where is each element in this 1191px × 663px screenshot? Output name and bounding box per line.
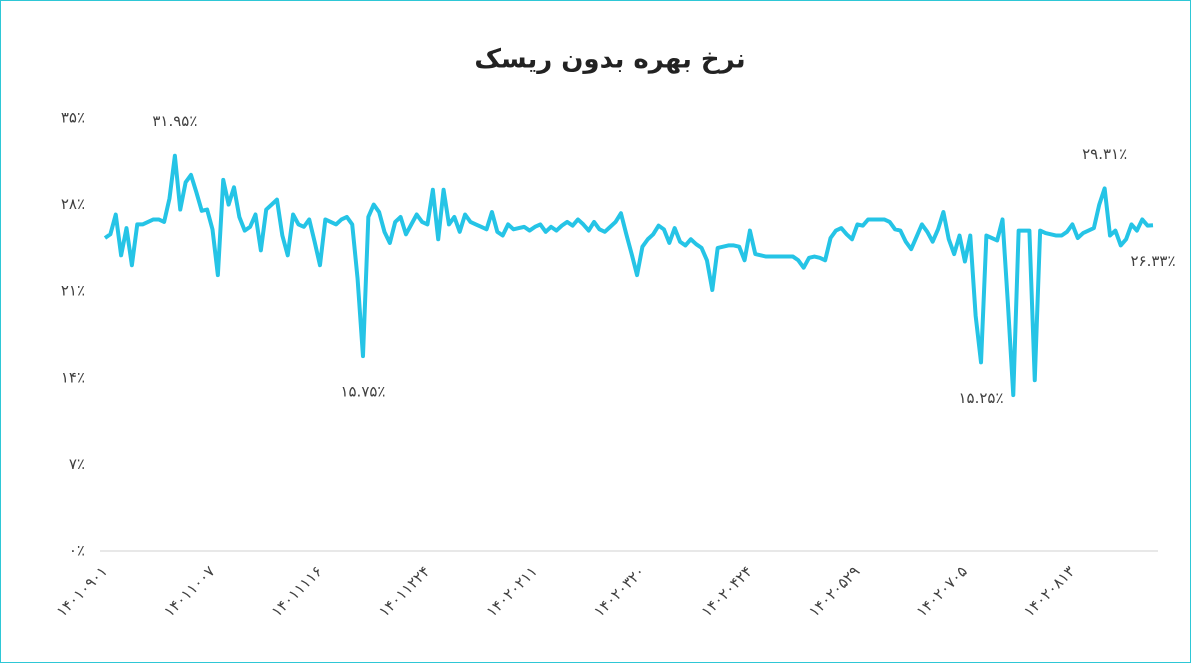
data-label: ۳۱.۹۵٪: [152, 112, 197, 130]
y-tick-label: ۱۴٪: [61, 368, 85, 386]
data-label: ۲۹.۳۱٪: [1082, 145, 1127, 163]
data-label: ۱۵.۷۵٪: [340, 383, 385, 401]
y-tick-label: ۷٪: [69, 455, 85, 473]
data-line: [103, 153, 1154, 398]
y-tick-label: ۳۵٪: [61, 109, 85, 127]
chart-title: نرخ بهره بدون ریسک: [474, 45, 745, 75]
data-label: ۱۵.۲۵٪: [958, 389, 1003, 407]
y-tick-label: ۲۸٪: [61, 195, 85, 213]
data-label: ۲۶.۳۳٪: [1130, 252, 1175, 270]
y-tick-label: ۰٪: [69, 542, 85, 560]
y-tick-label: ۲۱٪: [61, 282, 85, 300]
